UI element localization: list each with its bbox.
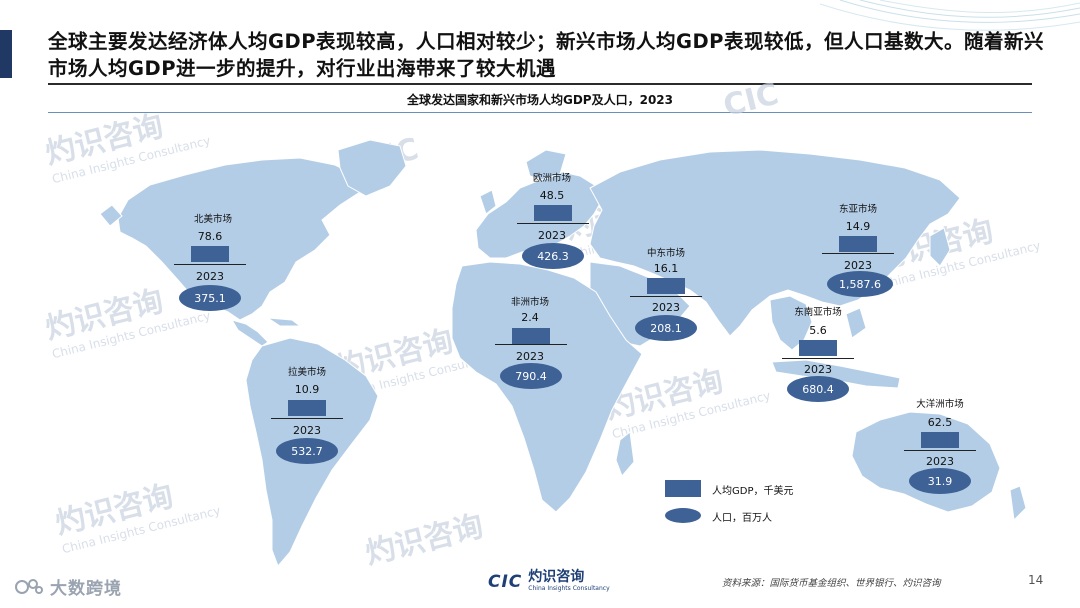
gdp-value-oceania: 62.5	[927, 416, 953, 429]
year-label-middle-east: 2023	[652, 301, 680, 314]
page-number: 14	[1028, 573, 1044, 587]
population-oval-oceania: 31.9	[909, 468, 971, 494]
gdp-bar-middle-east	[647, 278, 685, 294]
population-oval-latin-america: 532.7	[276, 438, 338, 464]
logo-en: China Insights Consultancy	[528, 585, 610, 592]
region-label-north-america: 北美市场	[193, 214, 232, 225]
year-label-east-asia: 2023	[844, 259, 872, 272]
baseline-north-america	[174, 264, 246, 265]
gdp-bar-africa	[512, 328, 550, 344]
baseline-southeast-asia	[782, 358, 854, 359]
page-title: 全球主要发达经济体人均GDP表现较高，人口相对较少；新兴市场人均GDP表现较低，…	[48, 30, 1044, 80]
gdp-bar-latin-america	[288, 400, 326, 416]
year-label-southeast-asia: 2023	[804, 363, 832, 376]
legend-gdp-label: 人均GDP，千美元	[712, 486, 794, 497]
cic-logo-mark: CIC	[488, 571, 523, 592]
caribbean-islands	[267, 317, 302, 327]
gdp-value-latin-america: 10.9	[294, 383, 320, 396]
alaska-landmass	[99, 204, 123, 227]
central-america-landmass	[230, 319, 269, 347]
legend-gdp-swatch	[665, 480, 701, 497]
baseline-latin-america	[271, 418, 343, 419]
japan-landmass	[929, 227, 951, 267]
footer-logo: CIC 灼识咨询 China Insights Consultancy	[488, 570, 610, 593]
philippines-islands	[845, 307, 867, 339]
population-oval-africa: 790.4	[500, 363, 562, 389]
uk-landmass	[479, 189, 497, 215]
greenland-landmass	[337, 139, 407, 197]
gdp-value-east-asia: 14.9	[845, 220, 871, 233]
scandinavia-landmass	[525, 149, 567, 181]
region-label-africa: 非洲市场	[510, 297, 549, 308]
legend-population-label: 人口，百万人	[712, 513, 772, 524]
source-note: 资料来源：国际货币基金组织、世界银行、灼识咨询	[722, 578, 941, 589]
population-oval-middle-east: 208.1	[635, 315, 697, 341]
population-oval-east-asia: 1,587.6	[827, 271, 893, 297]
north-america-landmass	[117, 157, 361, 321]
brand-text: 大数跨境	[50, 579, 122, 599]
baseline-africa	[495, 344, 567, 345]
legend-population-swatch	[665, 508, 701, 523]
logo-cn: 灼识咨询	[528, 569, 585, 585]
population-oval-north-america: 375.1	[179, 285, 241, 311]
region-label-oceania: 大洋洲市场	[916, 399, 964, 410]
year-label-europe: 2023	[538, 229, 566, 242]
indonesia-islands	[771, 359, 901, 389]
population-oval-southeast-asia: 680.4	[787, 376, 849, 402]
gdp-value-europe: 48.5	[539, 189, 565, 202]
figure-subtitle: 全球发达国家和新兴市场人均GDP及人口，2023	[406, 93, 673, 107]
title-accent-bar	[0, 30, 12, 78]
gdp-bar-north-america	[191, 246, 229, 262]
gdp-bar-southeast-asia	[799, 340, 837, 356]
region-label-east-asia: 东亚市场	[838, 204, 877, 215]
gdp-value-africa: 2.4	[521, 311, 539, 324]
madagascar-landmass	[615, 431, 635, 477]
region-label-latin-america: 拉美市场	[287, 367, 326, 378]
population-oval-europe: 426.3	[522, 243, 584, 269]
baseline-oceania	[904, 450, 976, 451]
year-label-north-america: 2023	[196, 270, 224, 283]
corner-decoration	[820, 0, 1080, 31]
gdp-bar-europe	[534, 205, 572, 221]
gdp-value-middle-east: 16.1	[653, 262, 679, 275]
gdp-bar-oceania	[921, 432, 959, 448]
gdp-value-southeast-asia: 5.6	[809, 324, 827, 337]
region-label-europe: 欧洲市场	[532, 173, 571, 184]
brand-logo-icon	[15, 578, 43, 594]
baseline-east-asia	[822, 253, 894, 254]
brand-watermark: 大数跨境	[14, 574, 122, 599]
gdp-value-north-america: 78.6	[197, 230, 223, 243]
baseline-middle-east	[630, 296, 702, 297]
region-label-southeast-asia: 东南亚市场	[794, 307, 842, 318]
year-label-latin-america: 2023	[293, 424, 321, 437]
gdp-bar-east-asia	[839, 236, 877, 252]
subtitle-divider	[48, 112, 1032, 113]
year-label-africa: 2023	[516, 350, 544, 363]
title-divider	[48, 83, 1032, 85]
year-label-oceania: 2023	[926, 455, 954, 468]
region-label-middle-east: 中东市场	[646, 248, 685, 259]
new-zealand-landmass	[1009, 485, 1027, 522]
baseline-europe	[517, 223, 589, 224]
